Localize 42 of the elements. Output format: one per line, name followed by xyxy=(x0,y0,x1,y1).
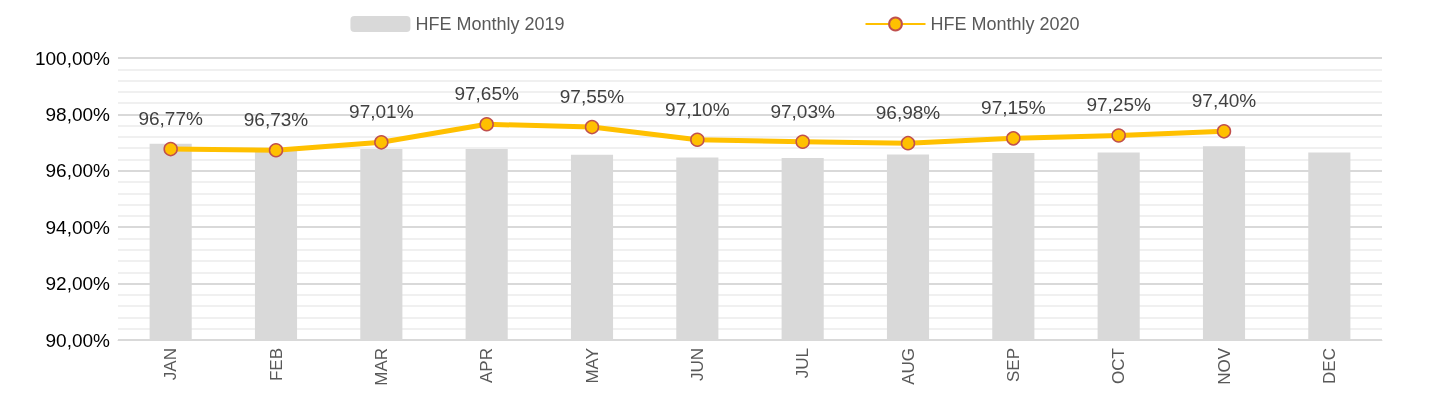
y-tick-label: 96,00% xyxy=(45,160,111,182)
data-label: 97,55% xyxy=(559,85,625,107)
data-label: 96,98% xyxy=(875,101,941,123)
point xyxy=(374,135,389,150)
data-label: 97,25% xyxy=(1086,94,1151,116)
data-label: 97,15% xyxy=(981,97,1046,119)
data-label: 97,65% xyxy=(454,83,519,105)
point xyxy=(1111,128,1126,143)
point xyxy=(268,142,284,158)
point xyxy=(795,134,810,149)
data-label: 97,01% xyxy=(349,101,414,123)
x-tick-label: JUN xyxy=(687,348,707,382)
data-label: 97,03% xyxy=(770,100,835,122)
y-tick-label: 92,00% xyxy=(45,273,111,295)
y-tick-label: 98,00% xyxy=(45,103,111,125)
x-tick-label: SEP xyxy=(1003,348,1023,383)
point xyxy=(690,132,705,148)
point xyxy=(479,117,494,132)
point xyxy=(584,119,600,135)
x-tick-label: JUL xyxy=(793,348,813,379)
y-tick-label: 90,00% xyxy=(45,329,111,351)
x-tick-label: FEB xyxy=(266,348,286,382)
data-label: 97,10% xyxy=(665,98,730,120)
x-tick-label: MAR xyxy=(371,348,391,386)
x-tick-label: MAY xyxy=(582,348,602,384)
x-tick-label: OCT xyxy=(1109,348,1129,384)
data-label: 97,40% xyxy=(1191,90,1257,112)
y-tick-label: 100,00% xyxy=(34,47,111,69)
x-tick-label: DEC xyxy=(1319,348,1339,384)
point xyxy=(1006,131,1021,146)
data-label: 96,77% xyxy=(138,107,203,129)
legend-label: HFE Monthly 2020 xyxy=(930,14,1080,34)
x-tick-label: AUG xyxy=(898,348,918,385)
point xyxy=(163,141,178,157)
data-label: 96,73% xyxy=(243,108,309,130)
x-tick-label: JAN xyxy=(161,348,181,381)
point xyxy=(1216,124,1232,139)
x-tick-label: APR xyxy=(477,348,497,383)
y-tick-label: 94,00% xyxy=(45,216,111,238)
point xyxy=(900,135,916,151)
legend-label: HFE Monthly 2019 xyxy=(415,14,565,34)
x-tick-label: NOV xyxy=(1214,347,1234,385)
